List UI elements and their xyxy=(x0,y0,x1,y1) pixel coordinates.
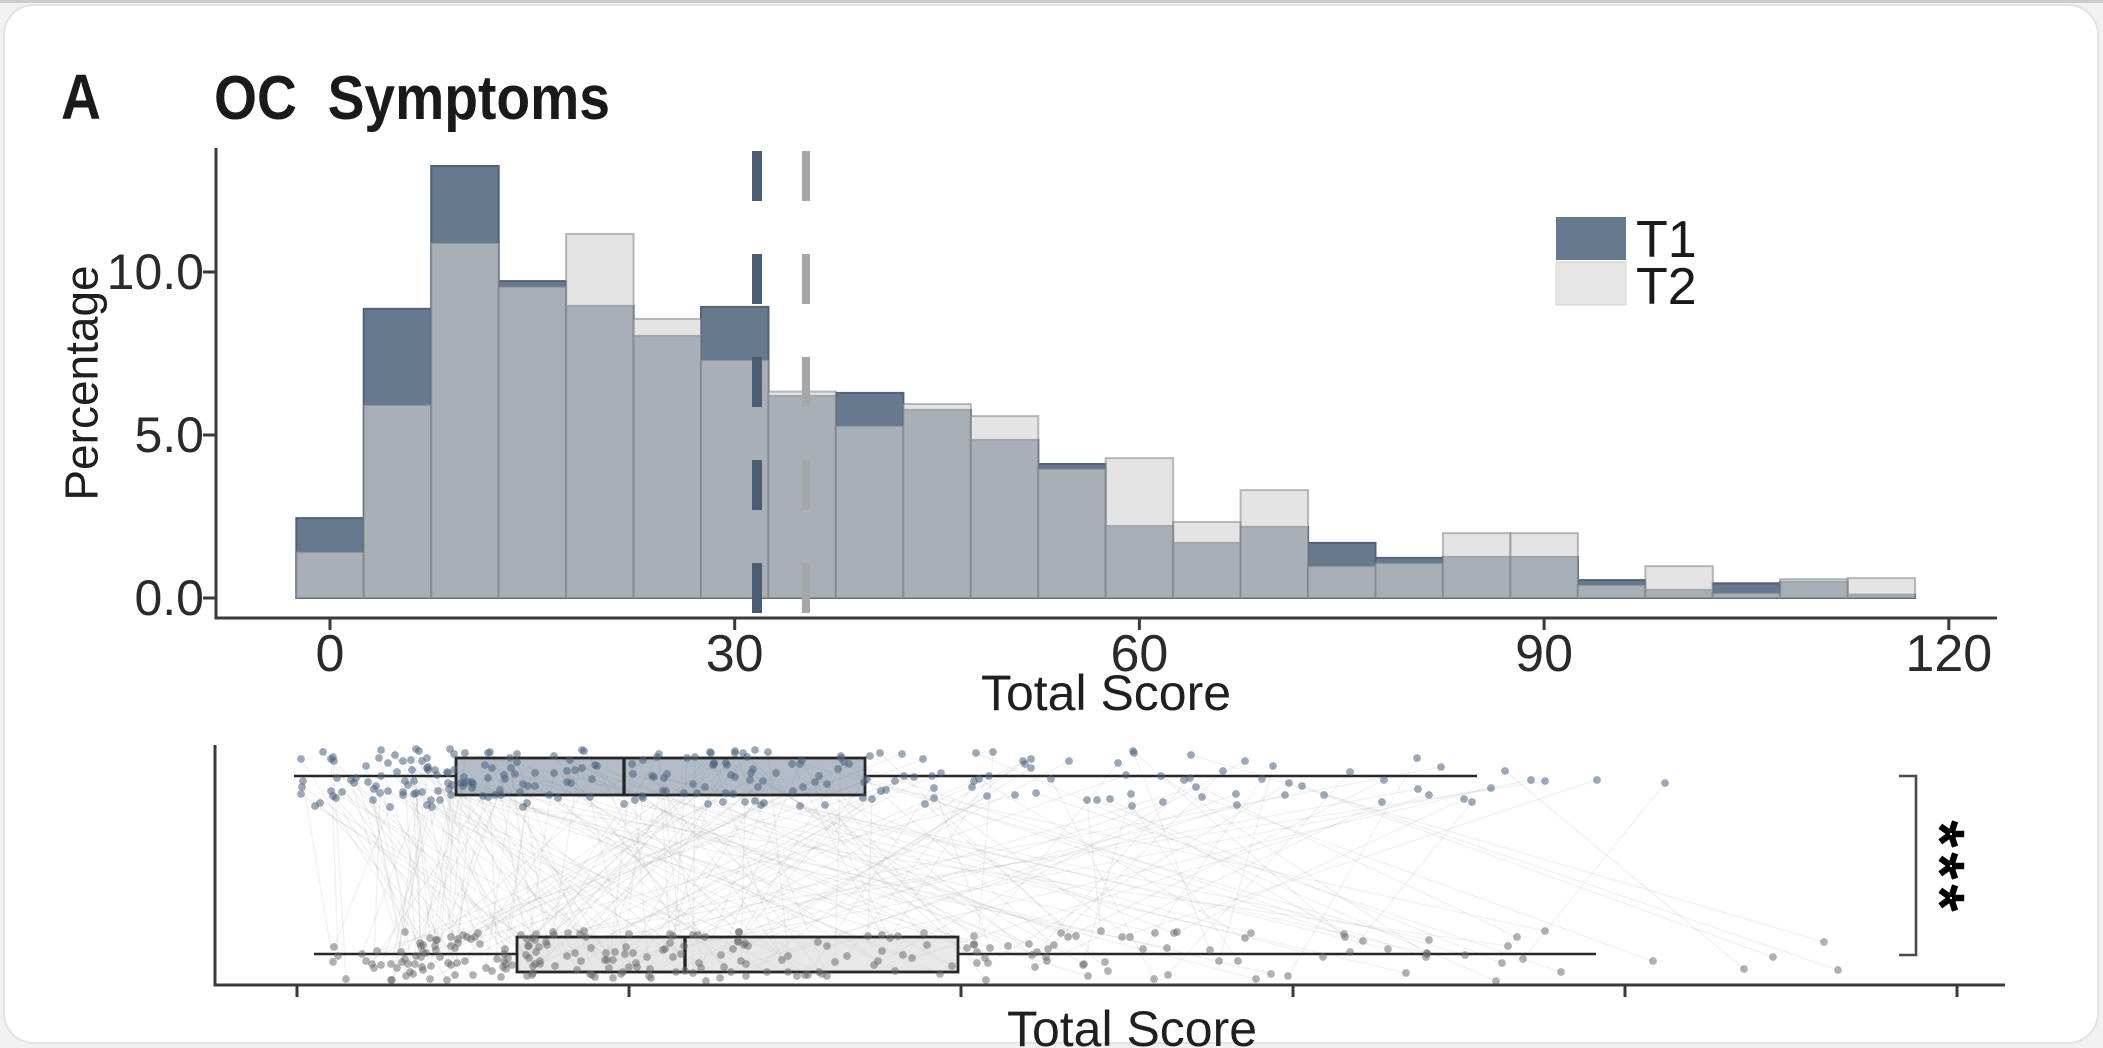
svg-text:60: 60 xyxy=(1110,625,1168,683)
svg-text:Total Score: Total Score xyxy=(981,665,1231,721)
svg-text:10.0: 10.0 xyxy=(107,244,204,300)
svg-text:0.0: 0.0 xyxy=(134,570,204,626)
svg-text:Total Score: Total Score xyxy=(1007,1001,1257,1048)
svg-text:90: 90 xyxy=(1515,625,1573,683)
svg-text:A: A xyxy=(61,61,101,133)
svg-text:120: 120 xyxy=(1905,625,1992,683)
svg-text:T2: T2 xyxy=(1636,258,1697,316)
svg-text:30: 30 xyxy=(706,625,764,683)
svg-text:Percentage: Percentage xyxy=(56,265,108,500)
svg-text:T1: T1 xyxy=(1636,211,1697,269)
svg-text:OC Symptoms: OC Symptoms xyxy=(214,64,610,133)
svg-text:5.0: 5.0 xyxy=(134,407,204,463)
svg-text:0: 0 xyxy=(316,625,345,683)
